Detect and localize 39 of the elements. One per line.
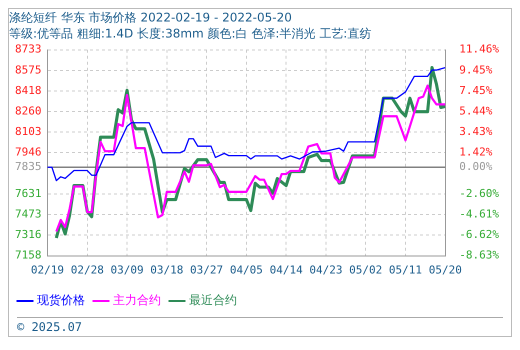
x-tick-label: 03/18 [150, 263, 184, 276]
x-tick-label: 03/27 [190, 263, 224, 276]
text: © 2025.07 [17, 320, 82, 334]
x-tick-label: 05/11 [388, 263, 422, 276]
y2-tick-label: 5.44% [459, 104, 493, 118]
legend-label: 现货价格 [37, 293, 85, 308]
y-tick-label: 8733 [14, 42, 42, 56]
chart-subtitle: 等级:优等品 粗细:1.4D 长度:38mm 颜色:白 色泽:半消光 工艺:直纺 [9, 26, 372, 41]
y-tick-label: 8418 [14, 84, 42, 97]
y2-tick-label: 9.45% [459, 63, 493, 76]
y2-tick-label: 1.42% [459, 146, 493, 159]
x-tick-label: 02/19 [30, 263, 64, 276]
y2-tick-label: 11.46% [459, 42, 500, 56]
y-tick-label: 7631 [14, 186, 42, 200]
y2-tick-label: 3.43% [459, 125, 493, 138]
x-tick-label: 03/09 [110, 263, 144, 276]
y-tick-label: 7835 [14, 160, 42, 174]
y-tick-label: 7946 [14, 146, 42, 159]
y2-tick-label: -2.60% [459, 186, 500, 200]
x-tick-label: 05/02 [349, 263, 382, 276]
y-tick-label: 7158 [14, 248, 42, 262]
legend-label: 主力合约 [113, 293, 161, 308]
x-tick-label: 04/14 [270, 263, 304, 276]
y2-tick-label: 7.45% [459, 84, 493, 97]
chart-title: 涤纶短纤 华东 市场价格 2022-02-19 - 2022-05-20 [9, 10, 292, 24]
y-tick-label: 7316 [14, 228, 42, 241]
y2-tick-label: -8.63% [459, 248, 500, 262]
x-tick-label: 04/23 [309, 263, 342, 276]
y2-tick-label: -4.61% [459, 207, 500, 220]
y-tick-label: 8260 [14, 104, 42, 118]
y2-tick-label: 0.00% [459, 160, 493, 174]
y2-tick-label: -6.62% [459, 228, 500, 242]
x-tick-label: 05/20 [428, 263, 462, 276]
legend-label: 最近合约 [189, 293, 237, 308]
x-tick-label: 04/05 [230, 263, 263, 276]
y-tick-label: 8103 [14, 125, 42, 138]
y-tick-label: 7473 [14, 207, 42, 220]
x-tick-label: 02/28 [70, 263, 104, 276]
y-tick-label: 8575 [14, 63, 42, 76]
